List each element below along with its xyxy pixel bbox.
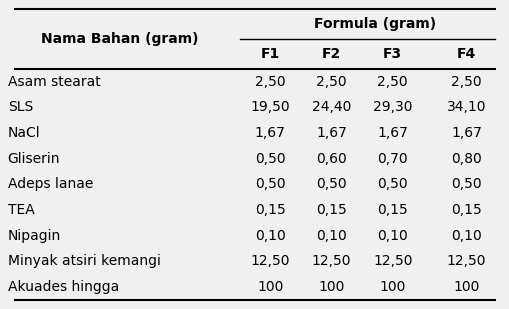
Text: 0,15: 0,15: [316, 203, 346, 217]
Text: 12,50: 12,50: [372, 254, 412, 268]
Text: 2,50: 2,50: [377, 74, 407, 89]
Text: 0,50: 0,50: [377, 177, 407, 191]
Text: 100: 100: [318, 280, 344, 294]
Text: 2,50: 2,50: [254, 74, 285, 89]
Text: Minyak atsiri kemangi: Minyak atsiri kemangi: [8, 254, 160, 268]
Text: 0,50: 0,50: [316, 177, 346, 191]
Text: 2,50: 2,50: [450, 74, 481, 89]
Text: F2: F2: [321, 47, 341, 61]
Text: 0,50: 0,50: [254, 152, 285, 166]
Text: Adeps lanae: Adeps lanae: [8, 177, 93, 191]
Text: 0,50: 0,50: [254, 177, 285, 191]
Text: 0,70: 0,70: [377, 152, 407, 166]
Text: 2,50: 2,50: [316, 74, 346, 89]
Text: NaCl: NaCl: [8, 126, 40, 140]
Text: 0,10: 0,10: [316, 229, 346, 243]
Text: Nipagin: Nipagin: [8, 229, 61, 243]
Text: 12,50: 12,50: [446, 254, 486, 268]
Text: 12,50: 12,50: [311, 254, 351, 268]
Text: SLS: SLS: [8, 100, 33, 114]
Text: Akuades hingga: Akuades hingga: [8, 280, 119, 294]
Text: 1,67: 1,67: [450, 126, 481, 140]
Text: 100: 100: [257, 280, 283, 294]
Text: 0,10: 0,10: [450, 229, 481, 243]
Text: 0,80: 0,80: [450, 152, 481, 166]
Text: TEA: TEA: [8, 203, 34, 217]
Text: 12,50: 12,50: [250, 254, 290, 268]
Text: 29,30: 29,30: [372, 100, 412, 114]
Text: 0,15: 0,15: [254, 203, 285, 217]
Text: 1,67: 1,67: [377, 126, 407, 140]
Text: 0,15: 0,15: [450, 203, 481, 217]
Text: 19,50: 19,50: [250, 100, 290, 114]
Text: 0,60: 0,60: [316, 152, 346, 166]
Text: F4: F4: [456, 47, 475, 61]
Text: 0,10: 0,10: [377, 229, 407, 243]
Text: 0,10: 0,10: [254, 229, 285, 243]
Text: 24,40: 24,40: [311, 100, 351, 114]
Text: 1,67: 1,67: [254, 126, 285, 140]
Text: 0,50: 0,50: [450, 177, 481, 191]
Text: 100: 100: [453, 280, 479, 294]
Text: F3: F3: [382, 47, 402, 61]
Text: 100: 100: [379, 280, 405, 294]
Text: Asam stearat: Asam stearat: [8, 74, 100, 89]
Text: Nama Bahan (gram): Nama Bahan (gram): [41, 32, 198, 46]
Text: 34,10: 34,10: [446, 100, 486, 114]
Text: 1,67: 1,67: [316, 126, 346, 140]
Text: Gliserin: Gliserin: [8, 152, 60, 166]
Text: 0,15: 0,15: [377, 203, 407, 217]
Text: Formula (gram): Formula (gram): [313, 17, 435, 31]
Text: F1: F1: [260, 47, 279, 61]
